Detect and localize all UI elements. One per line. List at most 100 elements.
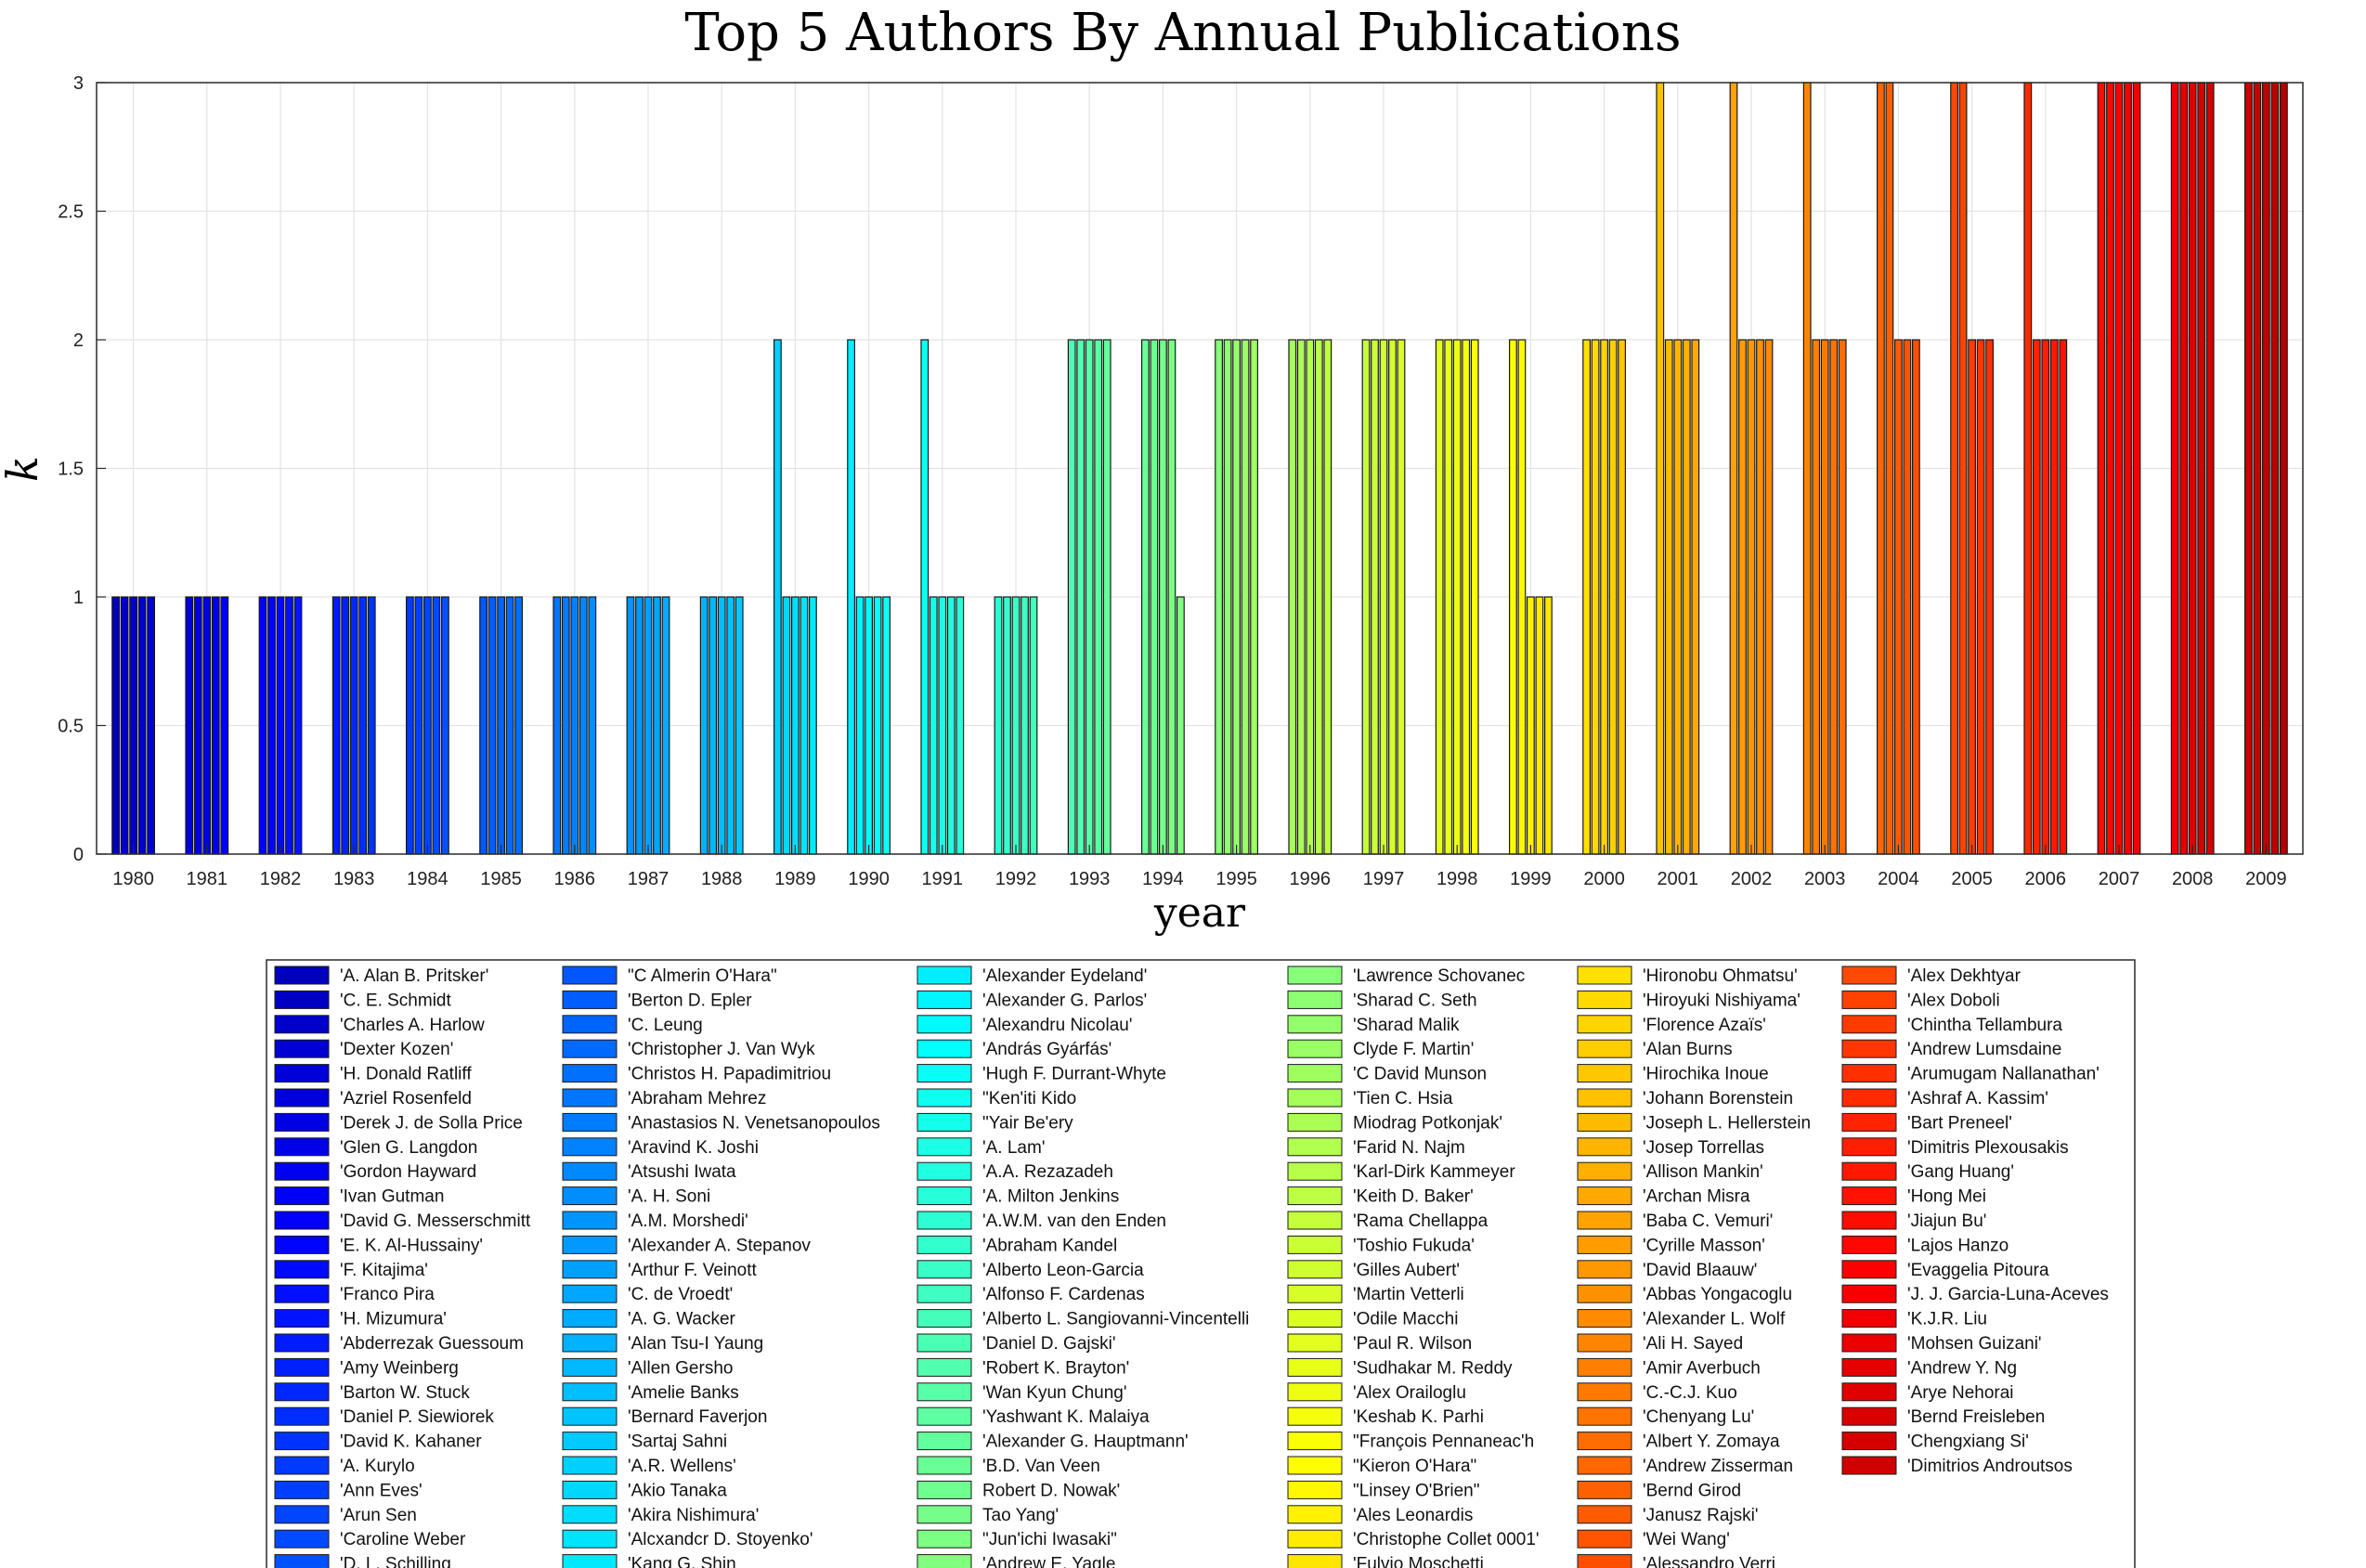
legend-swatch bbox=[1577, 1333, 1632, 1353]
legend-swatch bbox=[1577, 1112, 1632, 1132]
legend-entry: 'C.-C.J. Kuo bbox=[1643, 1383, 1737, 1403]
bar bbox=[193, 596, 202, 855]
bar bbox=[1608, 339, 1618, 855]
legend-swatch bbox=[562, 1480, 618, 1499]
y-tick-label: 2 bbox=[73, 330, 84, 351]
legend-swatch bbox=[1577, 1529, 1632, 1549]
legend-swatch bbox=[274, 990, 330, 1009]
bar bbox=[349, 596, 358, 855]
legend-swatch bbox=[274, 1284, 330, 1303]
bar bbox=[276, 596, 285, 855]
bar bbox=[1876, 82, 1885, 855]
legend-swatch bbox=[562, 1382, 618, 1402]
bar bbox=[1802, 82, 1812, 855]
legend-swatch bbox=[562, 1112, 618, 1132]
legend-entry: 'Ali H. Sayed bbox=[1643, 1334, 1743, 1354]
bar bbox=[773, 339, 782, 855]
bar bbox=[2243, 82, 2253, 855]
bar bbox=[2032, 339, 2041, 855]
bar bbox=[1176, 596, 1185, 855]
bar bbox=[479, 596, 488, 855]
legend-entry: 'Dexter Kozen' bbox=[340, 1040, 453, 1059]
legend-swatch bbox=[562, 1039, 618, 1058]
legend-entry: 'A.R. Wellens' bbox=[628, 1457, 736, 1476]
bar bbox=[1158, 339, 1167, 855]
legend-swatch bbox=[274, 1088, 330, 1108]
legend-swatch bbox=[1287, 1432, 1343, 1451]
legend-swatch bbox=[1577, 1186, 1632, 1206]
legend-entry: 'A.M. Morshedi' bbox=[628, 1212, 748, 1231]
legend-swatch bbox=[916, 1284, 972, 1303]
bar bbox=[2124, 82, 2132, 855]
bar bbox=[1397, 339, 1406, 855]
legend-entry: 'Alessandro Verri bbox=[1643, 1555, 1775, 1568]
bar bbox=[1764, 339, 1774, 855]
legend-swatch bbox=[274, 1235, 330, 1254]
x-tick-label: 1995 bbox=[1216, 869, 1257, 889]
legend-swatch bbox=[562, 1235, 618, 1254]
legend-swatch bbox=[274, 1112, 330, 1132]
bar bbox=[1591, 339, 1600, 855]
legend-entry: 'Cyrille Masson' bbox=[1643, 1236, 1765, 1255]
legend-swatch bbox=[274, 1039, 330, 1058]
legend-swatch bbox=[562, 1260, 618, 1279]
legend-swatch bbox=[274, 1480, 330, 1499]
legend-entry: 'David K. Kahaner bbox=[340, 1432, 482, 1452]
legend-swatch bbox=[562, 1357, 618, 1377]
bar bbox=[497, 596, 506, 855]
legend-swatch bbox=[562, 1432, 618, 1451]
legend-swatch bbox=[274, 1260, 330, 1279]
legend-swatch bbox=[1577, 1015, 1632, 1034]
bar bbox=[653, 596, 661, 855]
bar bbox=[1756, 339, 1764, 855]
legend-swatch bbox=[1577, 990, 1632, 1009]
legend-swatch bbox=[916, 1064, 972, 1083]
legend-swatch bbox=[1841, 1406, 1897, 1426]
bar bbox=[488, 596, 497, 855]
legend-swatch bbox=[1577, 1235, 1632, 1254]
legend-swatch bbox=[916, 1432, 972, 1451]
legend-entry: 'Gordon Hayward bbox=[340, 1162, 476, 1182]
legend-entry: 'C. E. Schmidt bbox=[340, 991, 451, 1010]
x-tick-label: 1988 bbox=[701, 869, 743, 889]
legend-swatch bbox=[1841, 1039, 1897, 1058]
bar bbox=[2280, 82, 2288, 855]
x-tick-label: 2006 bbox=[2025, 869, 2067, 889]
legend-entry: Tao Yang' bbox=[982, 1506, 1059, 1525]
legend-entry: 'A. G. Wacker bbox=[628, 1310, 736, 1329]
legend-entry: 'C David Munson bbox=[1353, 1065, 1487, 1084]
legend-entry: 'Andrew E. Yagle bbox=[982, 1555, 1115, 1568]
legend-swatch bbox=[562, 1284, 618, 1303]
legend-entry: Clyde F. Martin' bbox=[1353, 1040, 1474, 1059]
bar bbox=[2049, 339, 2059, 855]
bar bbox=[2197, 82, 2206, 855]
bar bbox=[1011, 596, 1020, 855]
bar bbox=[258, 596, 267, 855]
bar bbox=[1102, 339, 1112, 855]
legend-entry: 'Archan Misra bbox=[1643, 1187, 1750, 1207]
legend-entry: 'Arye Nehorai bbox=[1907, 1383, 2014, 1403]
bar bbox=[147, 596, 156, 855]
legend-entry: 'Dimitrios Androutsos bbox=[1907, 1457, 2073, 1476]
bar bbox=[1968, 339, 1977, 855]
bar bbox=[1241, 339, 1250, 855]
bar bbox=[2114, 82, 2124, 855]
legend-swatch bbox=[1577, 1382, 1632, 1402]
bar bbox=[570, 596, 579, 855]
legend-entry: 'A. Kurylo bbox=[340, 1457, 415, 1476]
legend-swatch bbox=[1287, 990, 1343, 1009]
bar bbox=[1323, 339, 1332, 855]
y-tick-label: 0.5 bbox=[58, 717, 84, 737]
y-tick-label: 2.5 bbox=[58, 202, 84, 223]
legend-entry: 'András Gyárfás' bbox=[982, 1040, 1112, 1059]
bar bbox=[855, 596, 864, 855]
legend-entry: 'Bernd Freisleben bbox=[1907, 1407, 2045, 1427]
legend-entry: 'Sartaj Sahni bbox=[628, 1432, 727, 1452]
legend-swatch bbox=[1287, 1357, 1343, 1377]
legend-swatch bbox=[1287, 1456, 1343, 1475]
bar bbox=[1829, 339, 1839, 855]
bar bbox=[1452, 339, 1462, 855]
legend-entry: 'Abraham Mehrez bbox=[628, 1089, 766, 1108]
bar bbox=[2132, 82, 2141, 855]
legend-entry: 'Akio Tanaka bbox=[628, 1481, 727, 1500]
